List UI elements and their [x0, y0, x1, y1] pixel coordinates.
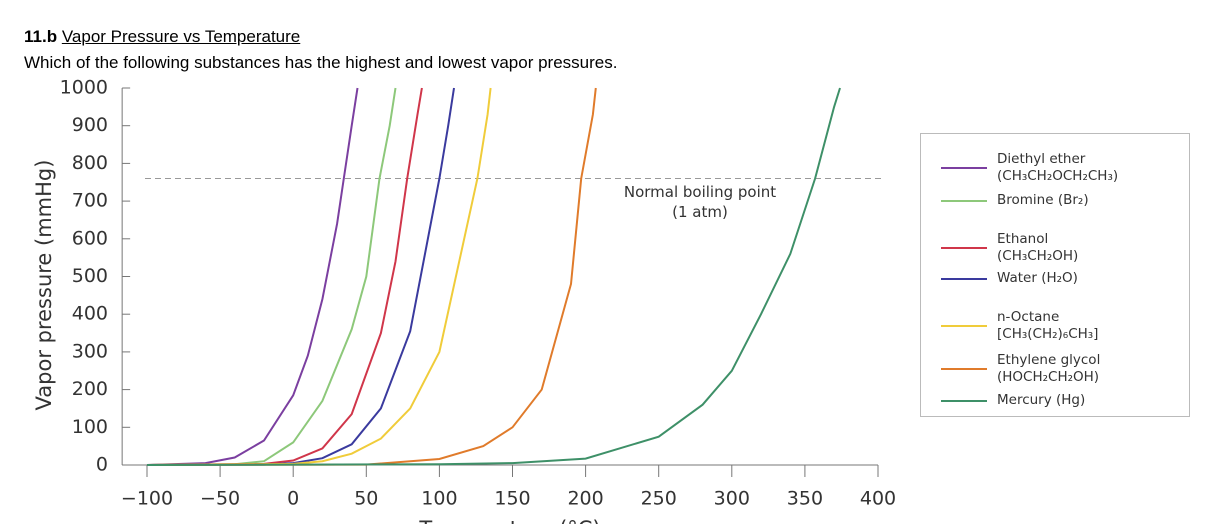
y-tick-label: 500: [72, 265, 108, 287]
legend-item: Diethyl ether (CH₃CH₂OCH₂CH₃): [941, 151, 1118, 185]
legend-swatch: [941, 167, 987, 169]
annotation-line: Normal boiling point: [624, 183, 776, 201]
legend-label: Ethanol (CH₃CH₂OH): [997, 231, 1079, 264]
heading-number: 11.b: [24, 27, 58, 46]
y-tick-label: 1000: [60, 77, 108, 99]
heading: 11.b Vapor Pressure vs Temperature: [24, 27, 300, 47]
x-tick-label: −100: [121, 488, 173, 510]
series-line: [146, 87, 397, 466]
y-tick-label: 300: [72, 340, 108, 362]
x-tick-label: 0: [287, 488, 299, 510]
series-line: [146, 87, 841, 466]
series-line: [146, 87, 359, 466]
legend-label: Mercury (Hg): [997, 392, 1086, 408]
y-tick-label: 800: [72, 152, 108, 174]
series-line: [146, 87, 455, 466]
x-tick-label: 150: [494, 488, 530, 510]
legend-label: Water (H₂O): [997, 270, 1078, 286]
series-line: [146, 87, 423, 466]
heading-title: Vapor Pressure vs Temperature: [61, 27, 301, 46]
y-tick-label: 400: [72, 303, 108, 325]
x-tick-label: 250: [641, 488, 677, 510]
x-tick-label: 300: [714, 488, 750, 510]
x-tick-label: 200: [567, 488, 603, 510]
y-tick-label: 700: [72, 190, 108, 212]
x-axis-label: Temperature (°C): [418, 517, 600, 524]
y-tick-label: 600: [72, 227, 108, 249]
legend-item: Water (H₂O): [941, 270, 1078, 287]
legend-item: Ethylene glycol (HOCH₂CH₂OH): [941, 352, 1100, 386]
x-tick-label: 50: [354, 488, 378, 510]
x-tick-label: 400: [860, 488, 896, 510]
legend-label: n-Octane [CH₃(CH₂)₆CH₃]: [997, 309, 1099, 342]
x-tick-label: 100: [421, 488, 457, 510]
series-line: [146, 87, 597, 466]
annotation-line: (1 atm): [672, 203, 728, 221]
y-tick-label: 100: [72, 416, 108, 438]
question: Which of the following substances has th…: [24, 53, 618, 72]
y-tick-label: 0: [96, 454, 108, 476]
annotation: Normal boiling point (1 atm): [624, 183, 776, 221]
series-line: [146, 87, 492, 466]
legend-item: Mercury (Hg): [941, 392, 1085, 409]
legend-item: Ethanol (CH₃CH₂OH): [941, 231, 1078, 265]
legend-swatch: [941, 247, 987, 249]
legend-swatch: [941, 368, 987, 370]
legend-item: n-Octane [CH₃(CH₂)₆CH₃]: [941, 309, 1098, 343]
legend-label: Bromine (Br₂): [997, 192, 1089, 208]
legend: Diethyl ether (CH₃CH₂OCH₂CH₃) Bromine (Br…: [920, 133, 1190, 417]
y-tick-label: 900: [72, 114, 108, 136]
y-tick-label: 200: [72, 378, 108, 400]
legend-swatch: [941, 199, 987, 202]
legend-label: Ethylene glycol (HOCH₂CH₂OH): [997, 352, 1101, 385]
x-tick-label: −50: [200, 488, 240, 510]
legend-swatch: [941, 325, 987, 327]
x-tick-label: 350: [787, 488, 823, 510]
legend-swatch: [941, 399, 987, 402]
legend-label: Diethyl ether (CH₃CH₂OCH₂CH₃): [997, 151, 1119, 184]
legend-swatch: [941, 277, 987, 280]
legend-item: Bromine (Br₂): [941, 192, 1089, 209]
y-axis-label: Vapor pressure (mmHg): [32, 160, 56, 411]
